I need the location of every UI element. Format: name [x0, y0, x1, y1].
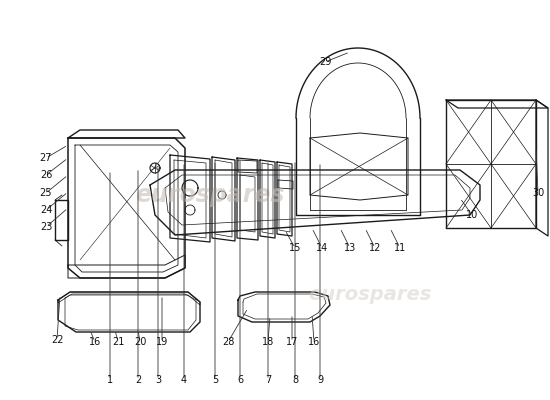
Text: 16: 16: [308, 337, 320, 347]
Text: 14: 14: [316, 243, 328, 253]
Text: eurospares: eurospares: [309, 286, 432, 304]
Text: 10: 10: [466, 210, 478, 220]
Text: 26: 26: [40, 170, 52, 180]
Text: 30: 30: [532, 188, 544, 198]
Text: 2: 2: [135, 375, 141, 385]
Text: 16: 16: [89, 337, 101, 347]
Text: 24: 24: [40, 205, 52, 215]
Text: 13: 13: [344, 243, 356, 253]
Text: 27: 27: [40, 153, 52, 163]
Text: 12: 12: [369, 243, 381, 253]
Text: 8: 8: [292, 375, 298, 385]
Text: 22: 22: [51, 335, 63, 345]
Text: 20: 20: [134, 337, 146, 347]
Text: 15: 15: [289, 243, 301, 253]
Text: 25: 25: [40, 188, 52, 198]
Text: 1: 1: [107, 375, 113, 385]
Text: 11: 11: [394, 243, 406, 253]
Text: 6: 6: [237, 375, 243, 385]
Text: 7: 7: [265, 375, 271, 385]
Text: 4: 4: [181, 375, 187, 385]
Text: 5: 5: [212, 375, 218, 385]
Text: 23: 23: [40, 222, 52, 232]
Text: 9: 9: [317, 375, 323, 385]
Text: 19: 19: [156, 337, 168, 347]
Text: 17: 17: [286, 337, 298, 347]
Text: 29: 29: [319, 57, 331, 67]
Text: 18: 18: [262, 337, 274, 347]
Text: eurospares: eurospares: [135, 183, 285, 207]
Text: 3: 3: [155, 375, 161, 385]
Text: 21: 21: [112, 337, 124, 347]
Text: 28: 28: [222, 337, 234, 347]
